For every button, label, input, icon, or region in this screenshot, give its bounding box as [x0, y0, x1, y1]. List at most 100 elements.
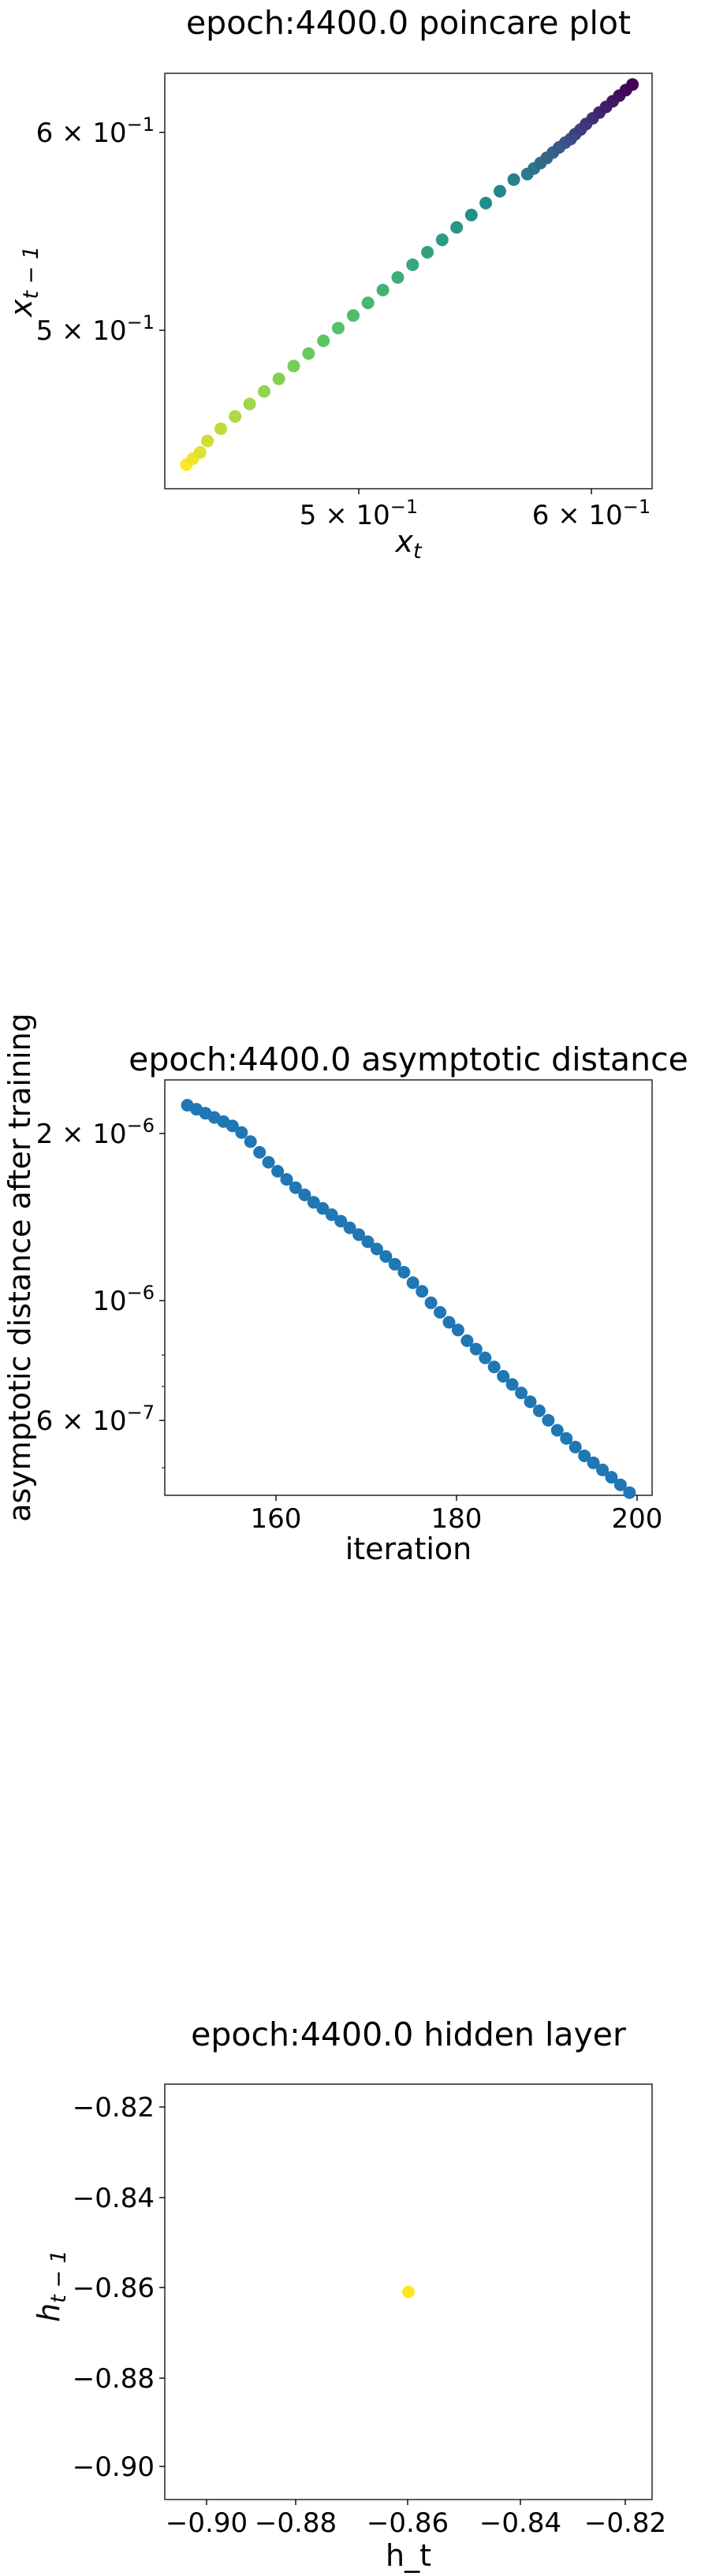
- chart-poincare: epoch:4400.0 poincare plot 6 × 10−1 5 × …: [4, 4, 653, 564]
- data-point: [370, 1242, 383, 1256]
- data-point: [193, 445, 207, 459]
- plot-frame: [164, 2083, 653, 2500]
- x-tick-label: −0.84: [479, 2507, 561, 2539]
- data-point: [298, 1188, 311, 1201]
- data-point: [469, 1342, 483, 1356]
- x-axis-label: h_t: [386, 2538, 431, 2573]
- chart-hidden-layer: epoch:4400.0 hidden layer −0.82 −0.84 −0…: [32, 2016, 666, 2573]
- data-point: [287, 359, 300, 373]
- data-point: [226, 1119, 239, 1133]
- data-point: [361, 296, 375, 310]
- x-tick-label: 6 × 10−1: [532, 496, 650, 531]
- y-axis-label: xt − 1: [4, 246, 43, 318]
- x-tick-label: −0.88: [255, 2507, 337, 2539]
- data-point: [560, 1431, 573, 1445]
- plot-frame: [164, 73, 653, 490]
- y-tick-label: 6 × 10−7: [36, 1402, 155, 1437]
- x-axis-label: xt: [394, 524, 423, 564]
- data-point: [379, 1250, 393, 1263]
- data-point: [229, 410, 242, 423]
- y-tick-label: 5 × 10−1: [36, 311, 155, 347]
- x-tick-label: 200: [612, 1503, 663, 1535]
- data-point: [487, 1361, 501, 1374]
- data-point: [596, 1463, 609, 1476]
- data-point: [289, 1181, 302, 1194]
- data-point: [235, 1126, 248, 1139]
- chart-title: epoch:4400.0 asymptotic distance: [129, 1040, 688, 1078]
- data-point: [325, 1208, 338, 1221]
- y-tick-label: −0.86: [73, 2273, 155, 2304]
- data-point: [376, 284, 390, 296]
- data-point: [505, 1378, 519, 1391]
- data-point: [578, 1450, 591, 1462]
- data-points: [181, 1099, 636, 1499]
- data-point: [343, 1221, 356, 1234]
- x-axis-label: iteration: [345, 1532, 472, 1566]
- data-point: [334, 1215, 348, 1228]
- data-point: [280, 1173, 293, 1186]
- chart-asymptotic-distance: epoch:4400.0 asymptotic distance 2 × 10−…: [2, 1013, 688, 1566]
- y-tick-label: 2 × 10−6: [36, 1115, 155, 1150]
- data-point: [317, 334, 330, 348]
- data-point: [626, 78, 639, 91]
- data-point: [464, 208, 478, 221]
- data-point: [243, 397, 256, 411]
- data-point: [391, 271, 404, 284]
- data-point: [302, 347, 315, 360]
- data-point: [397, 1266, 411, 1279]
- data-point: [424, 1296, 438, 1309]
- data-point: [388, 1257, 401, 1271]
- data-point: [587, 1456, 600, 1469]
- x-tick-label: −0.90: [166, 2507, 248, 2539]
- y-tick-label: −0.90: [73, 2451, 155, 2483]
- data-point: [613, 1478, 627, 1491]
- data-point: [460, 1334, 474, 1347]
- data-point: [507, 173, 520, 186]
- data-point: [434, 1305, 447, 1319]
- x-tick-label: 180: [431, 1503, 483, 1535]
- data-point: [347, 309, 360, 322]
- data-point: [605, 1471, 618, 1484]
- data-point: [497, 1370, 510, 1383]
- data-point: [515, 1387, 528, 1400]
- data-point: [421, 246, 434, 259]
- y-axis-label: asymptotic distance after training: [2, 1013, 37, 1522]
- data-point: [402, 2285, 415, 2299]
- y-tick-label: 6 × 10−1: [36, 114, 155, 149]
- data-point: [253, 1145, 267, 1159]
- y-tick-label: −0.88: [73, 2363, 155, 2395]
- data-point: [201, 434, 214, 448]
- data-point: [479, 196, 493, 210]
- data-point: [435, 233, 449, 247]
- data-point: [214, 422, 227, 435]
- data-point: [271, 1164, 285, 1178]
- data-point: [542, 1413, 555, 1427]
- data-point: [442, 1316, 456, 1329]
- data-point: [352, 1228, 366, 1241]
- data-point: [450, 221, 464, 234]
- data-point: [550, 1424, 564, 1437]
- data-point: [361, 1235, 375, 1249]
- data-point: [307, 1196, 320, 1209]
- data-points: [180, 78, 639, 471]
- data-point: [568, 1440, 582, 1454]
- data-point: [494, 184, 506, 198]
- plot-frame: [164, 1079, 653, 1496]
- x-tick-label: −0.86: [367, 2507, 449, 2539]
- data-point: [416, 1285, 429, 1298]
- data-point: [524, 1395, 537, 1409]
- data-point: [406, 258, 419, 271]
- y-tick-label: −0.84: [73, 2183, 155, 2214]
- data-point: [623, 1486, 636, 1499]
- data-point: [451, 1323, 464, 1337]
- data-point: [272, 372, 285, 385]
- y-tick-label: −0.82: [73, 2092, 155, 2124]
- data-point: [479, 1351, 492, 1364]
- data-point: [316, 1202, 330, 1215]
- chart-title: epoch:4400.0 poincare plot: [186, 4, 631, 42]
- data-point: [258, 385, 271, 398]
- y-axis-label: ht − 1: [32, 2250, 71, 2322]
- x-tick-label: −0.82: [584, 2507, 666, 2539]
- data-point: [332, 322, 345, 335]
